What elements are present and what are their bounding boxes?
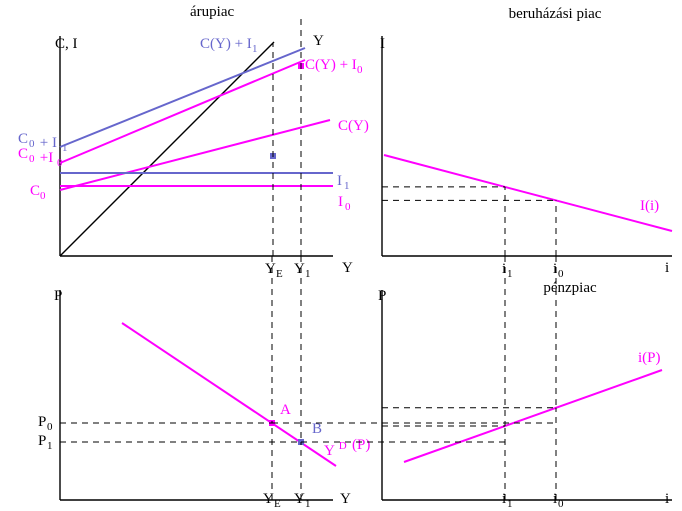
bl-p0: P0 bbox=[38, 414, 53, 433]
title-arupiac: árupiac bbox=[190, 4, 234, 20]
line-cyi0 bbox=[60, 60, 305, 163]
tl-lab-Y1: Y1 bbox=[294, 261, 311, 280]
label-a: A bbox=[280, 402, 291, 418]
tr-ii-label: I(i) bbox=[640, 198, 659, 214]
tl-lab-CY: C(Y) bbox=[338, 118, 369, 134]
tl-ylabel: C, I bbox=[55, 36, 78, 52]
line-ii bbox=[384, 155, 672, 231]
tr-ylabel: I bbox=[380, 36, 385, 52]
br-i0: i0 bbox=[553, 491, 564, 510]
tl-lab-CYI1: C(Y) + I1 bbox=[200, 36, 258, 55]
br-xlabel: i bbox=[665, 491, 669, 507]
bl-xlabel: Y bbox=[340, 491, 351, 507]
bl-ye: YE bbox=[263, 491, 281, 510]
tr-i1: i1 bbox=[502, 261, 513, 280]
tl-lab-CYI0: C(Y) + I0 bbox=[305, 57, 363, 76]
line-cyi1 bbox=[60, 48, 305, 147]
tl-xlabel: Y bbox=[342, 260, 353, 276]
tl-lab-I0: I0 bbox=[338, 194, 351, 213]
title-penzpiac: pénzpiac bbox=[543, 280, 597, 296]
br-ylabel: P bbox=[378, 288, 386, 304]
bl-ylabel: P bbox=[54, 288, 62, 304]
tr-xlabel: i bbox=[665, 260, 669, 276]
tl-lab-C0: C0 bbox=[30, 183, 46, 202]
bl-p1: P1 bbox=[38, 433, 53, 452]
title-beruhazasi: beruházási piac bbox=[509, 6, 602, 22]
line-ip bbox=[404, 370, 662, 462]
br-ip-label: i(P) bbox=[638, 350, 661, 366]
tl-lab-I1: I1 bbox=[337, 173, 350, 192]
bl-yd-label: Y D(P) bbox=[324, 437, 370, 459]
bl-y1: Y1 bbox=[294, 491, 311, 510]
tl-diag-label: Y bbox=[313, 33, 324, 49]
tl-lab-YE: YE bbox=[265, 261, 283, 280]
tr-i0: i0 bbox=[553, 261, 564, 280]
br-i1: i1 bbox=[502, 491, 513, 510]
